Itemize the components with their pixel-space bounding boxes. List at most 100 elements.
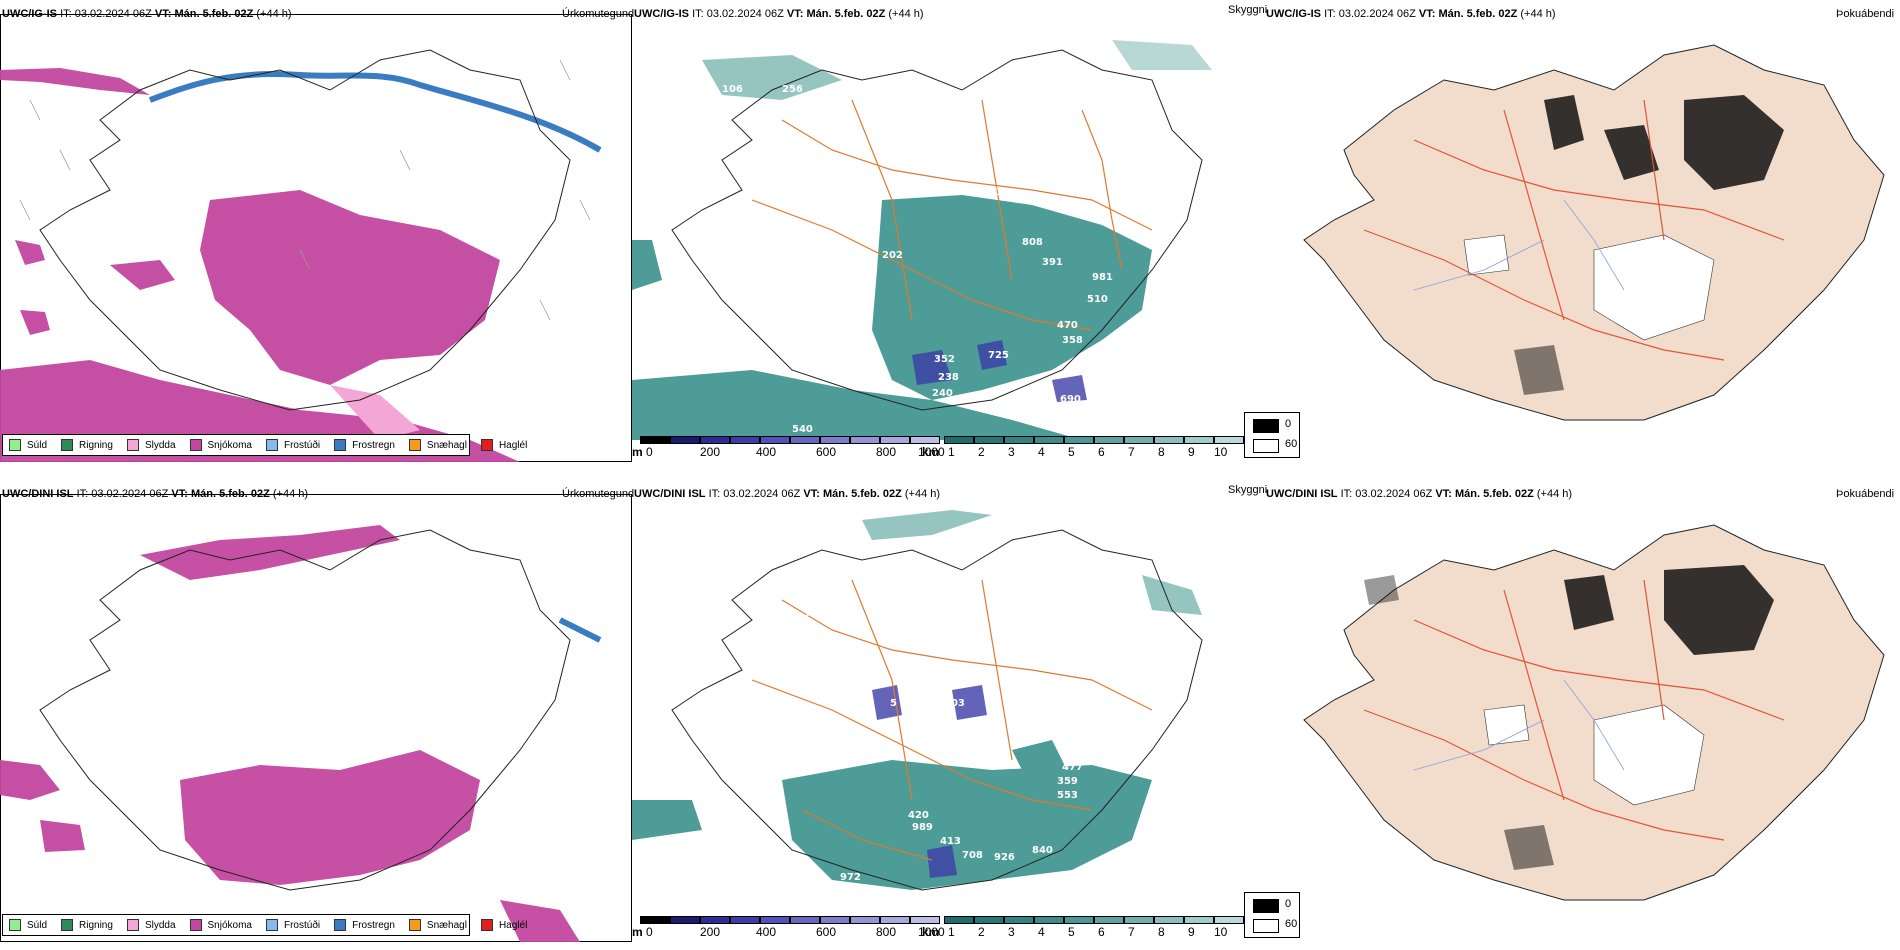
cbar-seg [760, 916, 790, 924]
cloud-blue-patches [912, 340, 1087, 402]
cloud-label: 241 [837, 280, 858, 291]
cloudbase-colorbar-1: m 0 200 400 600 800 1000 [632, 436, 952, 466]
it-label: IT: [60, 8, 72, 20]
precip-legend-1: Súld Rigning Slydda Snjókoma Frostúði Fr… [2, 434, 527, 456]
cbar-tick: 1 [948, 445, 955, 459]
cbar-seg [670, 916, 700, 924]
cbar-unit: m [632, 445, 643, 459]
lead-time: (+44 h) [888, 8, 924, 20]
precip-frame-2 [0, 494, 632, 942]
fog-white-patches [1483, 704, 1705, 806]
fog-header-2: UWC/DINI ISL IT: 03.02.2024 06Z VT: Mán.… [1266, 488, 1572, 500]
wind-barbs [19, 59, 591, 321]
fog-legend-2: 0 60 [1244, 892, 1300, 938]
cbar-tick: 400 [756, 445, 777, 459]
cbar-tick: 9 [1188, 925, 1195, 939]
legend-item: Súld [9, 439, 47, 451]
cbar-seg [910, 916, 940, 924]
cbar-tick: 200 [700, 925, 721, 939]
legend-swatch [334, 919, 347, 931]
cloud-label: 989 [912, 822, 933, 833]
cbar-tick: 4 [1038, 925, 1045, 939]
lead-time: (+44 h) [256, 8, 292, 20]
cbar-tick: 7 [1128, 925, 1135, 939]
fog-map-1 [1303, 44, 1885, 421]
cloudbase-colorbar-2: m 0 200 400 600 800 1000 [632, 916, 952, 946]
vt-value: Mán. 5.feb. 02Z [190, 488, 270, 500]
legend-swatch [61, 919, 74, 931]
cbar-seg [1064, 436, 1094, 444]
cbar-tick: 10 [1214, 445, 1228, 459]
row-2: UWC/DINI ISL IT: 03.02.2024 06Z VT: Mán.… [0, 480, 1900, 950]
cloud-label: 981 [1092, 272, 1113, 283]
cloud-panel-2: 920 5 103 11 462 477 359 553 989 420 413… [632, 480, 1267, 950]
lead-time: (+44 h) [1536, 488, 1573, 500]
legend-item: Slydda [126, 439, 176, 451]
fog-white-patches [1463, 234, 1715, 341]
cbar-tick: 5 [1068, 445, 1075, 459]
cbar-tick: 10 [1214, 925, 1228, 939]
cbar-unit: km [922, 445, 940, 459]
cbar-seg [1034, 916, 1064, 924]
cloud-header-1: UWC/IG-IS IT: 03.02.2024 06Z VT: Mán. 5.… [634, 8, 924, 20]
cloud-label: 808 [1022, 237, 1043, 248]
cbar-seg [700, 436, 730, 444]
legend-label: Frostúði [283, 439, 321, 451]
it-value: 03.02.2024 06Z [1338, 8, 1416, 20]
fog-roads [1363, 579, 1785, 841]
precip-legend-2: Súld Rigning Slydda Snjókoma Frostúði Fr… [2, 914, 527, 936]
fog-map-2 [1303, 524, 1885, 901]
cbar-seg [1184, 916, 1214, 924]
cbar-tick: 2 [978, 925, 985, 939]
cloud-label: 256 [782, 84, 803, 95]
cloud-map-2: 920 5 103 11 462 477 359 553 989 420 413… [632, 510, 1203, 891]
it-value: 03.02.2024 06Z [91, 488, 169, 500]
fog-dark-patches [1514, 95, 1784, 395]
cbar-seg [1004, 916, 1034, 924]
cloud-label: 470 [1057, 320, 1078, 331]
legend-item: Snjókoma [189, 439, 252, 451]
cloud-label: 413 [940, 836, 961, 847]
cbar-seg [850, 436, 880, 444]
cloud-title-1: Skyggni [1228, 4, 1268, 16]
fog-dark-patches [1364, 565, 1774, 870]
precip-header-2: UWC/DINI ISL IT: 03.02.2024 06Z VT: Mán.… [2, 488, 308, 500]
precip-panel-2: UWC/DINI ISL IT: 03.02.2024 06Z VT: Mán.… [0, 480, 634, 950]
fog-rivers [1413, 199, 1625, 291]
cloud-label: 240 [932, 388, 953, 399]
cbar-tick: 8 [1158, 925, 1165, 939]
vt-label: VT: [1435, 488, 1452, 500]
iceland-coast-1 [39, 49, 571, 411]
legend-item: Snjókoma [189, 919, 252, 931]
cloud-label: 708 [962, 850, 983, 861]
legend-swatch [9, 439, 21, 451]
cloud-panel-1: 106 256 110 808 202 391 981 241 510 842 … [632, 0, 1268, 470]
cbar-seg [1064, 916, 1094, 924]
legend-swatch [126, 439, 139, 451]
vt-value: Mán. 5.feb. 02Z [1454, 488, 1534, 500]
cloud-label: 731 [1092, 422, 1113, 433]
cloud-label: 725 [988, 350, 1009, 361]
it-value: 03.02.2024 06Z [723, 488, 801, 500]
it-value: 03.02.2024 06Z [74, 8, 152, 20]
cbar-seg [790, 436, 820, 444]
cloud-label: 420 [908, 810, 929, 821]
cbar-tick: 3 [1008, 445, 1015, 459]
cbar-tick: 400 [756, 925, 777, 939]
model-label: UWC/IG-IS [634, 8, 689, 20]
fog-title-2: Þokuábendi [1836, 488, 1895, 500]
model-label: UWC/IG-IS [1266, 8, 1321, 20]
cbar-unit: km [922, 925, 940, 939]
it-label: IT: [1340, 488, 1353, 500]
cbar-seg [760, 436, 790, 444]
precip-snow-areas [0, 68, 520, 462]
cbar-seg [730, 916, 760, 924]
precip-panel-1: UWC/IG-IS IT: 03.02.2024 06Z VT: Mán. 5.… [0, 0, 634, 470]
legend-label: Slydda [144, 919, 176, 931]
it-label: IT: [708, 488, 721, 500]
legend-label: Rigning [79, 919, 113, 931]
fog-swatch [1253, 919, 1279, 933]
cloud-label: 352 [934, 354, 955, 365]
cbar-seg [670, 436, 700, 444]
cloud-label: 238 [938, 372, 959, 383]
